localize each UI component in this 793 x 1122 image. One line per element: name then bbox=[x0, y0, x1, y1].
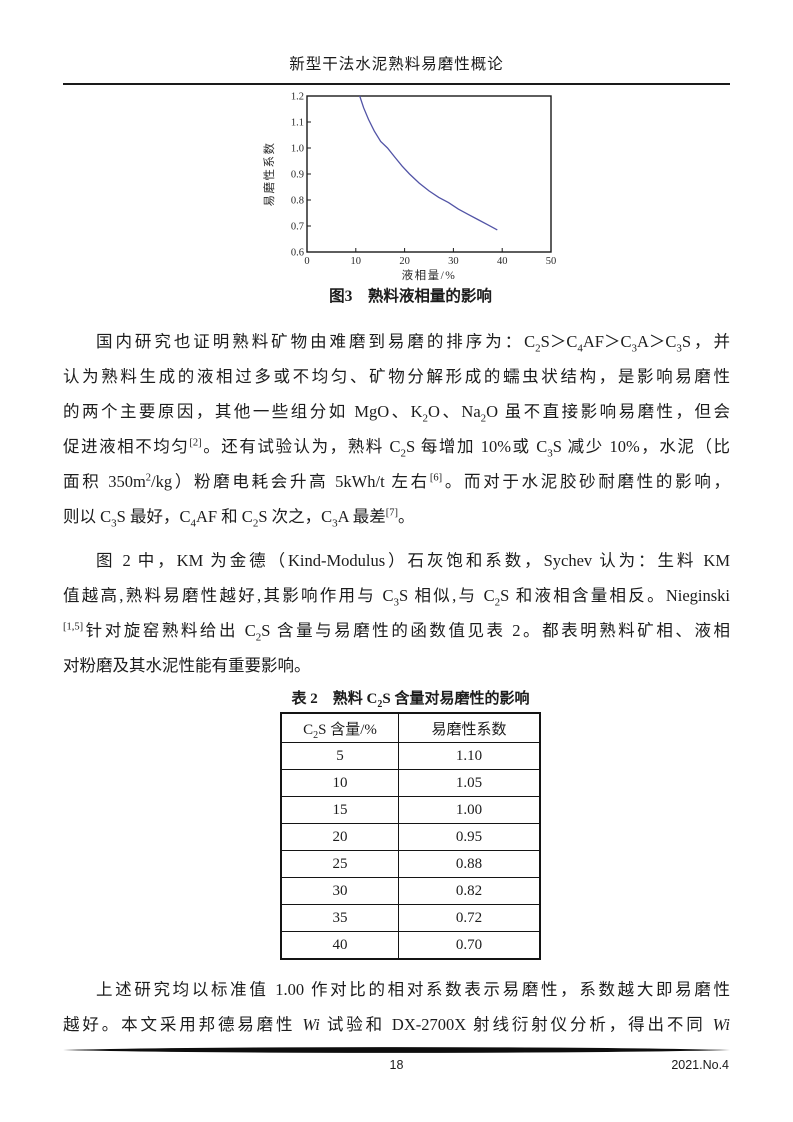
table-cell: 0.72 bbox=[398, 904, 541, 932]
y-tick-label: 0.8 bbox=[290, 196, 303, 207]
table-cell: 25 bbox=[280, 850, 399, 878]
page-footer: 18 2021.No.4 bbox=[63, 1046, 730, 1074]
paragraph: 上述研究均以标准值 1.00 作对比的相对系数表示易磨性，系数越大即易磨性越好。… bbox=[63, 972, 730, 1042]
table-cell: 40 bbox=[280, 931, 399, 960]
paragraph: 图 2 中，KM 为金德（Kind-Modulus）石灰饱和系数，Sychev … bbox=[63, 543, 730, 683]
x-tick-label: 40 bbox=[496, 256, 507, 267]
x-tick-label: 20 bbox=[399, 256, 410, 267]
column-header-c2s: C2S 含量/% bbox=[280, 712, 399, 743]
text-line: 则以 C3S 最好，C4AF 和 C2S 次之，C3A 最差[7]。 bbox=[63, 507, 415, 530]
text-line: 促进液相不均匀[2]。还有试验认为，熟料 C2S 每增加 10%或 C3S 减少… bbox=[63, 437, 730, 460]
text-line: 面积 350m2/kg）粉磨电耗会升高 5kWh/t 左右[6]。而对于水泥胶砂… bbox=[63, 472, 731, 491]
table-cell: 20 bbox=[280, 823, 399, 851]
y-tick-label: 1.2 bbox=[290, 92, 303, 103]
page-number: 18 bbox=[389, 1058, 404, 1072]
table-cell: 0.88 bbox=[398, 850, 541, 878]
x-axis-label: 液相量/% bbox=[401, 268, 456, 282]
table-row: 30 0.82 bbox=[280, 877, 541, 905]
table-header-row: C2S 含量/% 易磨性系数 bbox=[280, 712, 541, 743]
plot-box bbox=[305, 95, 552, 253]
liquid-phase-line-chart: 0 10 20 30 40 50 0.6 0.7 0.8 0.9 1.0 1.1 1.2 液相量/% 易磨性… bbox=[262, 92, 556, 283]
issue-label: 2021.No.4 bbox=[671, 1058, 729, 1072]
y-tick-label: 0.6 bbox=[290, 248, 303, 259]
figure-caption: 图3 熟料液相量的影响 bbox=[329, 288, 492, 305]
x-tick-label: 0 bbox=[304, 256, 309, 267]
text-line: 上述研究均以标准值 1.00 作对比的相对系数表示易磨性，系数越大即易磨性 bbox=[96, 980, 730, 999]
x-tick-label: 50 bbox=[545, 256, 556, 267]
paragraph: 国内研究也证明熟料矿物由难磨到易磨的排序为：C2S＞C4AF＞C3A＞C3S，并… bbox=[63, 324, 730, 534]
y-tick-label: 0.9 bbox=[290, 170, 303, 181]
header-rule bbox=[63, 83, 730, 85]
y-axis-label: 易磨性系数 bbox=[262, 142, 276, 207]
y-tick-label: 1.1 bbox=[290, 118, 303, 129]
figure-3: 0 10 20 30 40 50 0.6 0.7 0.8 0.9 1.0 1.1 1.2 液相量/% 易磨性… bbox=[77, 91, 744, 308]
table-cell: 0.82 bbox=[398, 877, 541, 905]
table-cell: 5 bbox=[280, 742, 399, 770]
x-tick-label: 30 bbox=[448, 256, 459, 267]
table-cell: 30 bbox=[280, 877, 399, 905]
table-row: 15 1.00 bbox=[280, 796, 541, 824]
table-body: 5 1.10 10 1.05 15 1.00 20 0.95 25 0.88 30 0.82 35 0.7… bbox=[280, 742, 541, 960]
table-row: 40 0.70 bbox=[280, 931, 541, 960]
table-2-block: 表 2 熟料 C2S 含量对易磨性的影响 C2S 含量/% 易磨性系数 5 1.1… bbox=[77, 688, 744, 960]
table-cell: 1.10 bbox=[398, 742, 541, 770]
text-line: 认为熟料生成的液相过多或不均匀、矿物分解形成的蠕虫状结构，是影响易磨性 bbox=[63, 367, 730, 386]
text-line: 值越高,熟料易磨性越好,其影响作用与 C3S 相似,与 C2S 和液相含量相反。… bbox=[63, 586, 731, 609]
column-header-coefficient: 易磨性系数 bbox=[398, 712, 541, 743]
y-tick-label: 0.7 bbox=[290, 222, 303, 233]
footer-rule bbox=[63, 1047, 730, 1053]
page-content: 新型干法水泥熟料易磨性概论 0 10 20 30 40 50 0.6 0.7 0.8 0.9 1.0… bbox=[63, 0, 730, 1042]
x-tick-label: 10 bbox=[350, 256, 361, 267]
grindability-curve bbox=[358, 95, 498, 231]
table-cell: 15 bbox=[280, 796, 399, 824]
table-cell: 1.05 bbox=[398, 769, 541, 797]
table-row: 5 1.10 bbox=[280, 742, 541, 770]
table-title: 表 2 熟料 C2S 含量对易磨性的影响 bbox=[291, 691, 530, 710]
running-head-title: 新型干法水泥熟料易磨性概论 bbox=[289, 56, 504, 73]
table-row: 25 0.88 bbox=[280, 850, 541, 878]
text-line: 越好。本文采用邦德易磨性 Wi 试验和 DX-2700X 射线衍射仪分析，得出不… bbox=[63, 1015, 731, 1034]
table-cell: 0.70 bbox=[398, 931, 541, 960]
c2s-grindability-table: C2S 含量/% 易磨性系数 5 1.10 10 1.05 15 1.00 20 0.95 25… bbox=[280, 712, 541, 960]
text-line: 图 2 中，KM 为金德（Kind-Modulus）石灰饱和系数，Sychev … bbox=[96, 551, 730, 570]
table-cell: 10 bbox=[280, 769, 399, 797]
text-line: [1,5]针对旋窑熟料给出 C2S 含量与易磨性的函数值见表 2。都表明熟料矿相… bbox=[63, 621, 730, 644]
table-row: 10 1.05 bbox=[280, 769, 541, 797]
table-row: 20 0.95 bbox=[280, 823, 541, 851]
table-cell: 1.00 bbox=[398, 796, 541, 824]
text-line: 的两个主要原因，其他一些组分如 MgO、K2O、Na2O 虽不直接影响易磨性，但… bbox=[63, 402, 730, 425]
text-line: 对粉磨及其水泥性能有重要影响。 bbox=[63, 656, 311, 675]
table-cell: 0.95 bbox=[398, 823, 541, 851]
footer-line: 18 2021.No.4 bbox=[63, 1056, 730, 1074]
table-row: 35 0.72 bbox=[280, 904, 541, 932]
y-tick-label: 1.0 bbox=[290, 144, 303, 155]
text-line: 国内研究也证明熟料矿物由难磨到易磨的排序为：C2S＞C4AF＞C3A＞C3S，并 bbox=[96, 332, 730, 355]
table-cell: 35 bbox=[280, 904, 399, 932]
